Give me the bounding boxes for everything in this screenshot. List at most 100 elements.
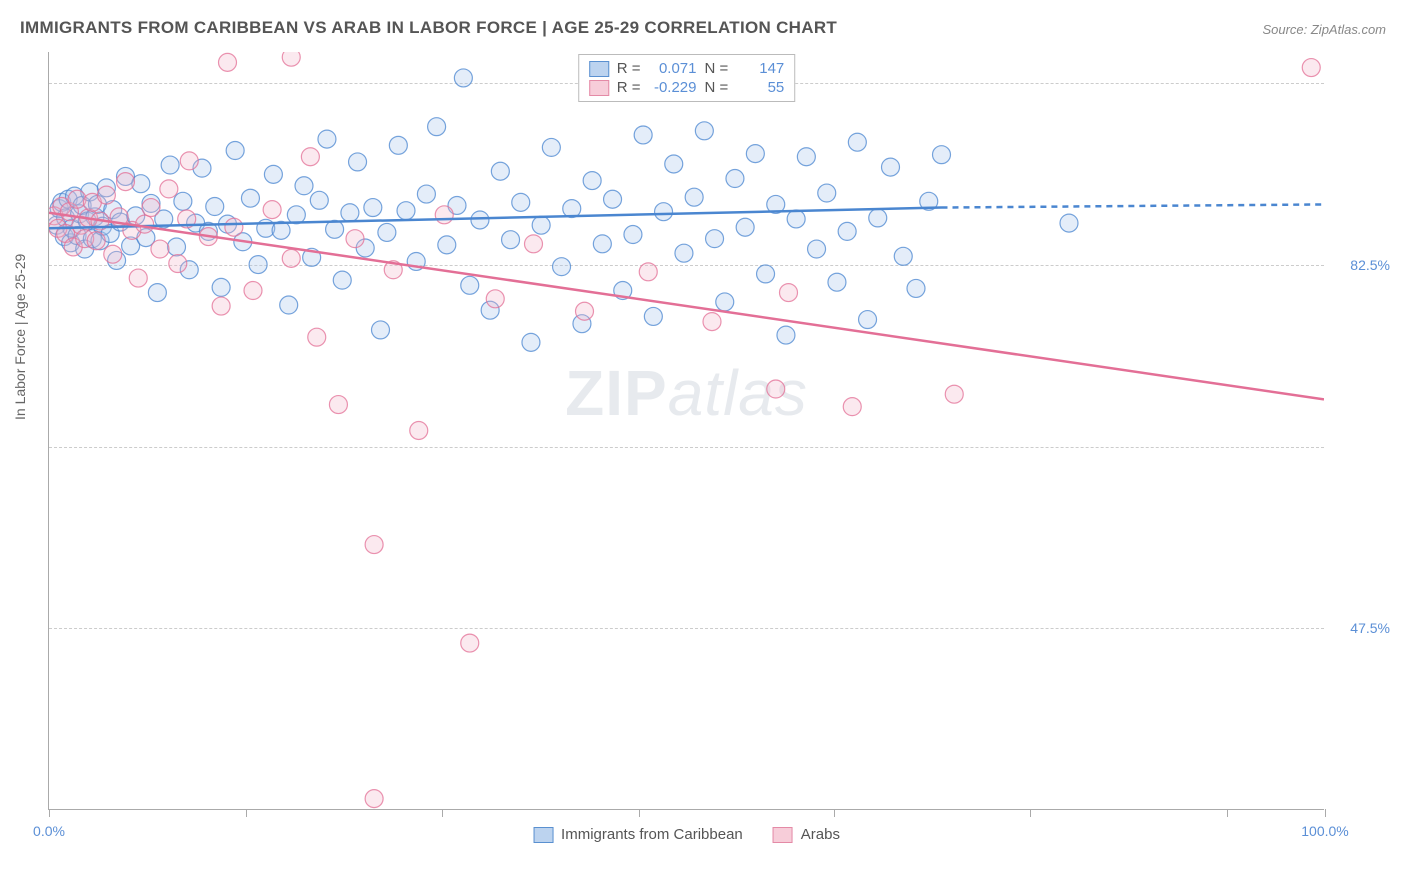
scatter-point [206,198,224,216]
scatter-point [644,307,662,325]
scatter-point [264,165,282,183]
scatter-point [180,152,198,170]
scatter-point [624,226,642,244]
scatter-point [212,297,230,315]
x-tick [1227,809,1228,817]
scatter-point [777,326,795,344]
legend-swatch-arabs [589,80,609,96]
scatter-point [746,145,764,163]
scatter-point [129,269,147,287]
scatter-svg [49,52,1324,809]
scatter-point [142,199,160,217]
scatter-point [525,235,543,253]
x-tick [834,809,835,817]
scatter-point [576,302,594,320]
y-tick-label: 47.5% [1350,620,1390,636]
scatter-point [226,142,244,160]
scatter-point [151,240,169,258]
scatter-point [219,53,237,71]
plot-area: ZIPatlas R = 0.071 N = 147 R = -0.229 N … [48,52,1324,810]
chart-title: IMMIGRANTS FROM CARIBBEAN VS ARAB IN LAB… [20,18,837,38]
scatter-point [593,235,611,253]
scatter-point [417,185,435,203]
scatter-point [244,282,262,300]
scatter-point [333,271,351,289]
scatter-point [378,223,396,241]
scatter-point [716,293,734,311]
scatter-point [486,290,504,308]
legend-n-label: N = [705,79,729,96]
scatter-point [685,188,703,206]
scatter-point [869,209,887,227]
scatter-point [241,189,259,207]
scatter-point [310,191,328,209]
scatter-point [553,258,571,276]
scatter-point [907,279,925,297]
scatter-point [136,215,154,233]
scatter-point [583,172,601,190]
scatter-point [848,133,866,151]
scatter-point [894,247,912,265]
scatter-point [639,263,657,281]
scatter-point [522,333,540,351]
scatter-point [787,210,805,228]
scatter-point [365,536,383,554]
scatter-point [634,126,652,144]
legend-swatch-arabs [773,827,793,843]
scatter-point [117,173,135,191]
scatter-point [282,52,300,66]
scatter-point [675,244,693,262]
scatter-point [301,148,319,166]
scatter-point [295,177,313,195]
scatter-point [282,249,300,267]
scatter-point [212,278,230,296]
legend-item-caribbean: Immigrants from Caribbean [533,826,743,843]
scatter-point [655,203,673,221]
scatter-point [945,385,963,403]
x-tick [442,809,443,817]
scatter-point [389,136,407,154]
legend-n-value: 147 [736,60,784,77]
scatter-point [428,118,446,136]
scatter-point [512,193,530,211]
scatter-point [461,276,479,294]
scatter-point [818,184,836,202]
scatter-point [168,238,186,256]
scatter-point [87,232,105,250]
scatter-point [502,231,520,249]
y-axis-label: In Labor Force | Age 25-29 [12,254,28,420]
x-tick-label: 0.0% [33,823,65,839]
scatter-point [372,321,390,339]
scatter-point [438,236,456,254]
x-tick [1030,809,1031,817]
scatter-point [843,398,861,416]
legend-n-label: N = [705,60,729,77]
scatter-point [160,180,178,198]
scatter-point [249,256,267,274]
regression-line [49,213,1324,400]
scatter-point [161,156,179,174]
scatter-point [341,204,359,222]
scatter-point [318,130,336,148]
legend-r-label: R = [617,60,641,77]
scatter-point [1302,59,1320,77]
scatter-point [365,790,383,808]
scatter-point [703,313,721,331]
legend-item-arabs: Arabs [773,826,840,843]
scatter-point [933,146,951,164]
legend-swatch-caribbean [533,827,553,843]
scatter-point [695,122,713,140]
scatter-point [808,240,826,258]
scatter-point [882,158,900,176]
legend-series: Immigrants from Caribbean Arabs [533,826,840,843]
x-tick [246,809,247,817]
legend-row-caribbean: R = 0.071 N = 147 [589,59,785,78]
x-tick [49,809,50,817]
scatter-point [767,380,785,398]
scatter-point [410,422,428,440]
scatter-point [104,245,122,263]
scatter-point [148,284,166,302]
legend-label: Immigrants from Caribbean [561,826,743,843]
scatter-point [532,216,550,234]
scatter-point [97,186,115,204]
